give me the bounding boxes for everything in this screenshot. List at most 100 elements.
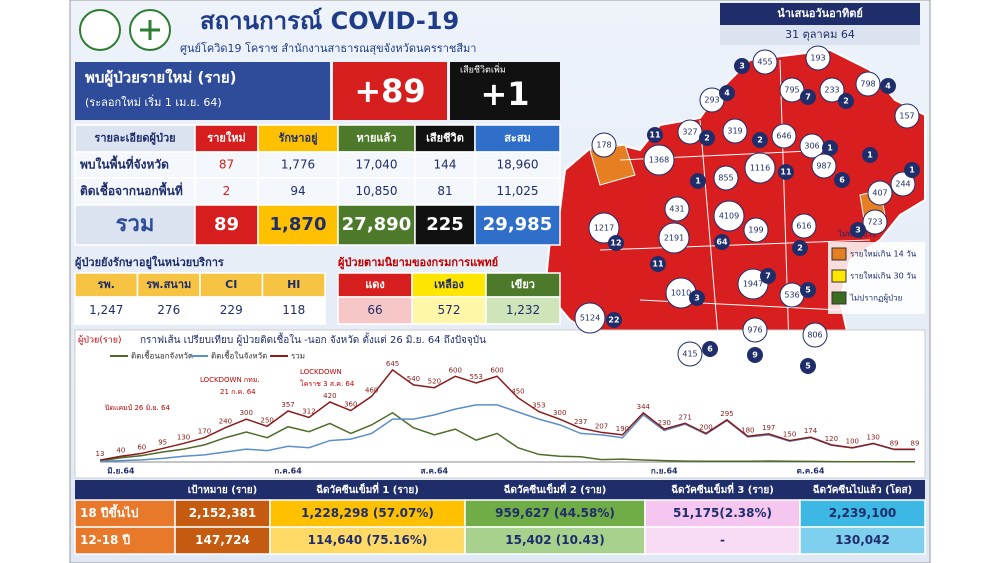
- district-total: 723: [867, 218, 882, 227]
- services-value: 118: [282, 303, 305, 317]
- vaccine-cell: 2,239,100: [829, 506, 897, 520]
- vaccine-header: ฉีดวัคซีนเข็มที่ 2 (ราย): [504, 482, 607, 496]
- district-new: 64: [716, 238, 728, 247]
- data-label: 100: [846, 438, 859, 446]
- x-tick-label: ก.ย.64: [651, 467, 678, 476]
- table-cell-bg: [414, 177, 476, 206]
- district-total-bubble: [779, 77, 805, 103]
- new-cases-value: +89: [354, 72, 425, 110]
- district-new-bubble: [714, 234, 730, 250]
- data-label: 200: [699, 423, 712, 431]
- data-label: 95: [158, 438, 167, 446]
- data-label: 170: [198, 428, 211, 436]
- severity-value: 66: [367, 303, 382, 317]
- table-cell-bg: [414, 204, 476, 246]
- new-cases-label-box: [75, 62, 330, 120]
- vaccine-header: ฉีดวัคซีนเข็มที่ 3 (ราย): [671, 482, 774, 496]
- district-total-bubble: [744, 152, 776, 184]
- services-header-bg: [261, 272, 326, 298]
- district-new: 11: [780, 168, 792, 177]
- district-total-bubble: [588, 212, 620, 244]
- vaccine-cell-bg: [799, 526, 926, 555]
- vaccine-cell-bg: [174, 499, 271, 528]
- table-cell: 94: [290, 184, 305, 198]
- district-new-bubble: [800, 282, 816, 298]
- vaccine-cell: 114,640 (75.16%): [308, 533, 428, 547]
- table-cell-bg: [194, 177, 259, 206]
- data-label: 540: [407, 375, 420, 383]
- services-header: รพ.: [98, 278, 115, 291]
- district-new: 1: [695, 177, 701, 186]
- map-legend-label: รายใหม่เกิน 30 วัน: [850, 272, 917, 281]
- data-label: 60: [137, 443, 146, 451]
- date: 31 ตุลาคม 64: [785, 28, 855, 41]
- x-tick-label: ก.ค.64: [274, 467, 302, 476]
- services-header: รพ.สนาม: [146, 278, 191, 291]
- district-total: 319: [727, 127, 742, 136]
- vaccine-cell: 15,402 (10.43): [505, 533, 604, 547]
- district-total-bubble: [742, 317, 768, 343]
- district-total-bubble: [574, 302, 606, 334]
- severity-value: 572: [438, 303, 461, 317]
- district-total: 1947: [743, 280, 763, 289]
- district-new-bubble: [689, 290, 705, 306]
- data-label: 312: [302, 407, 315, 415]
- district-total: 157: [899, 112, 914, 121]
- district-total-bubble: [811, 153, 837, 179]
- district-total: 199: [748, 226, 763, 235]
- district-total: 5124: [580, 314, 600, 323]
- district-new: 7: [805, 93, 811, 102]
- data-label: 344: [637, 403, 651, 411]
- vaccine-cell: 12-18 ปี: [80, 533, 131, 547]
- data-label: 89: [911, 439, 920, 447]
- vaccine-cell: 147,724: [195, 533, 250, 547]
- district-total: 616: [796, 222, 811, 231]
- data-label: 174: [804, 427, 818, 435]
- table-cell: 89: [214, 214, 239, 235]
- series-line: [99, 368, 915, 461]
- date-label-box: [720, 3, 920, 25]
- vaccine-header-bg: [75, 480, 925, 500]
- data-label: 40: [116, 446, 125, 454]
- vaccine-cell-bg: [269, 526, 466, 555]
- district-total: 536: [784, 291, 799, 300]
- district-total: 407: [872, 189, 887, 198]
- table-cell: 225: [426, 214, 464, 235]
- map-legend-swatch: [831, 291, 847, 305]
- table-cell-bg: [474, 177, 561, 206]
- chart-area: [74, 329, 926, 479]
- services-value-bg: [136, 296, 201, 325]
- district-new: 1: [867, 151, 873, 160]
- district-total-bubble: [713, 165, 739, 191]
- table-cell: 11,025: [497, 184, 539, 198]
- district-new: 12: [610, 239, 621, 248]
- district-total: 431: [669, 205, 684, 214]
- district-new-bubble: [647, 127, 663, 143]
- severity-header: แดง: [365, 278, 385, 291]
- table-cell: 29,985: [483, 214, 552, 235]
- district-total: 415: [682, 350, 697, 359]
- services-value: 229: [220, 303, 243, 317]
- district-new-bubble: [880, 78, 896, 94]
- map-legend-label: ไม่ปรากฏผู้ป่วย: [849, 294, 902, 304]
- district-total-bubble: [664, 196, 690, 222]
- x-tick-label: มิ.ย.64: [107, 467, 135, 476]
- district-new: 1: [827, 144, 833, 153]
- data-label: 207: [595, 422, 608, 430]
- severity-value-bg: [485, 296, 561, 325]
- district-new: 3: [739, 62, 745, 71]
- data-label: 180: [741, 426, 754, 434]
- district-new-bubble: [862, 147, 878, 163]
- series-line: [99, 404, 915, 463]
- vaccine-header: เป้าหมาย (ราย): [188, 484, 258, 496]
- data-label: 197: [762, 424, 775, 432]
- data-label: 357: [281, 401, 294, 409]
- data-label: 250: [260, 416, 273, 424]
- table-cell: 2: [223, 184, 231, 198]
- district-total: 1116: [750, 164, 770, 173]
- district-new: 1: [909, 166, 915, 175]
- district-new: 6: [839, 176, 845, 185]
- table-cell-bg: [194, 204, 259, 246]
- data-label: 300: [553, 409, 566, 417]
